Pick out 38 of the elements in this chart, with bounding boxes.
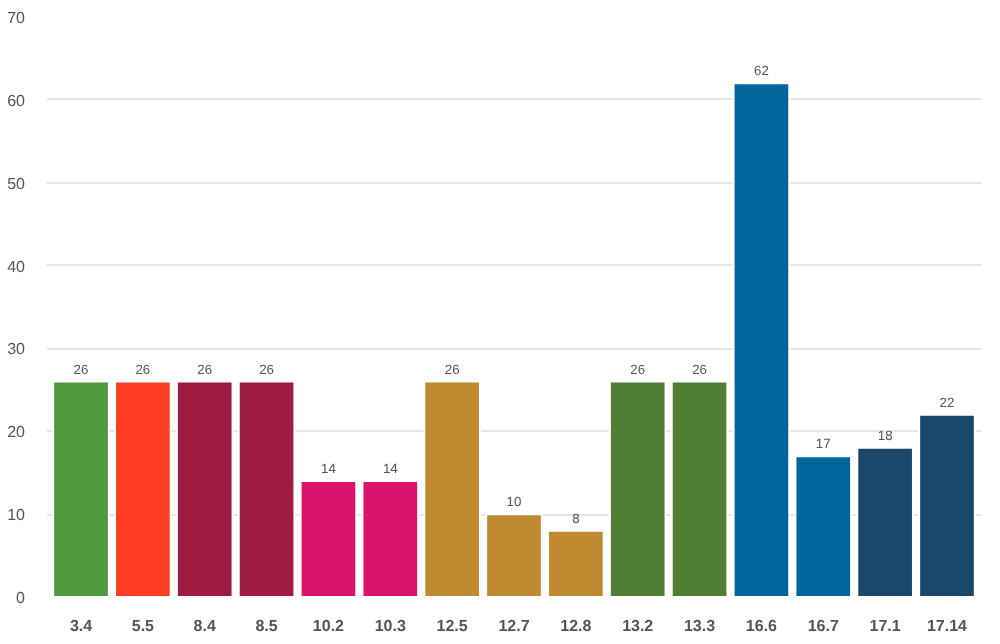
- y-tick-label: 30: [7, 340, 27, 359]
- x-tick-label: 13.3: [683, 617, 717, 635]
- bar: [732, 82, 791, 597]
- y-tick-label: 60: [7, 91, 27, 110]
- y-tick-label: 10: [7, 506, 27, 525]
- bar: [175, 380, 234, 597]
- x-tick-label: 10.2: [312, 617, 346, 635]
- x-tick-label: 16.7: [807, 617, 840, 635]
- bar: [361, 480, 420, 597]
- y-tick-label: 0: [16, 589, 27, 607]
- x-tick-label: 5.5: [131, 617, 156, 635]
- bar: [52, 380, 110, 597]
- bar: [485, 513, 543, 597]
- x-tick-label: 17.1: [869, 617, 902, 635]
- x-tick-label: 12.7: [498, 617, 531, 635]
- bar: [918, 413, 976, 597]
- bar: [114, 380, 172, 597]
- x-tick-label: 12.5: [436, 617, 469, 635]
- x-tick-label: 12.8: [560, 617, 593, 635]
- x-tick-label: 10.3: [374, 617, 407, 635]
- bar: [237, 380, 296, 597]
- y-tick-label: 20: [7, 423, 27, 442]
- y-tick-label: 50: [7, 174, 27, 193]
- bar: [856, 446, 914, 597]
- x-tick-label: 8.4: [193, 617, 217, 635]
- y-tick-label: 70: [7, 9, 27, 27]
- x-tick-label: 3.4: [69, 617, 94, 635]
- x-tick-label: 16.6: [745, 617, 779, 635]
- x-tick-label: 8.5: [255, 617, 279, 635]
- x-tick-label: 13.2: [622, 617, 655, 635]
- bar: [299, 480, 358, 597]
- bar: [608, 380, 667, 597]
- x-tick-label: 17.14: [926, 617, 969, 635]
- bar: [547, 529, 605, 597]
- bar: [794, 455, 853, 597]
- bar: [423, 380, 481, 597]
- bar: [670, 380, 729, 597]
- y-tick-label: 40: [7, 257, 27, 276]
